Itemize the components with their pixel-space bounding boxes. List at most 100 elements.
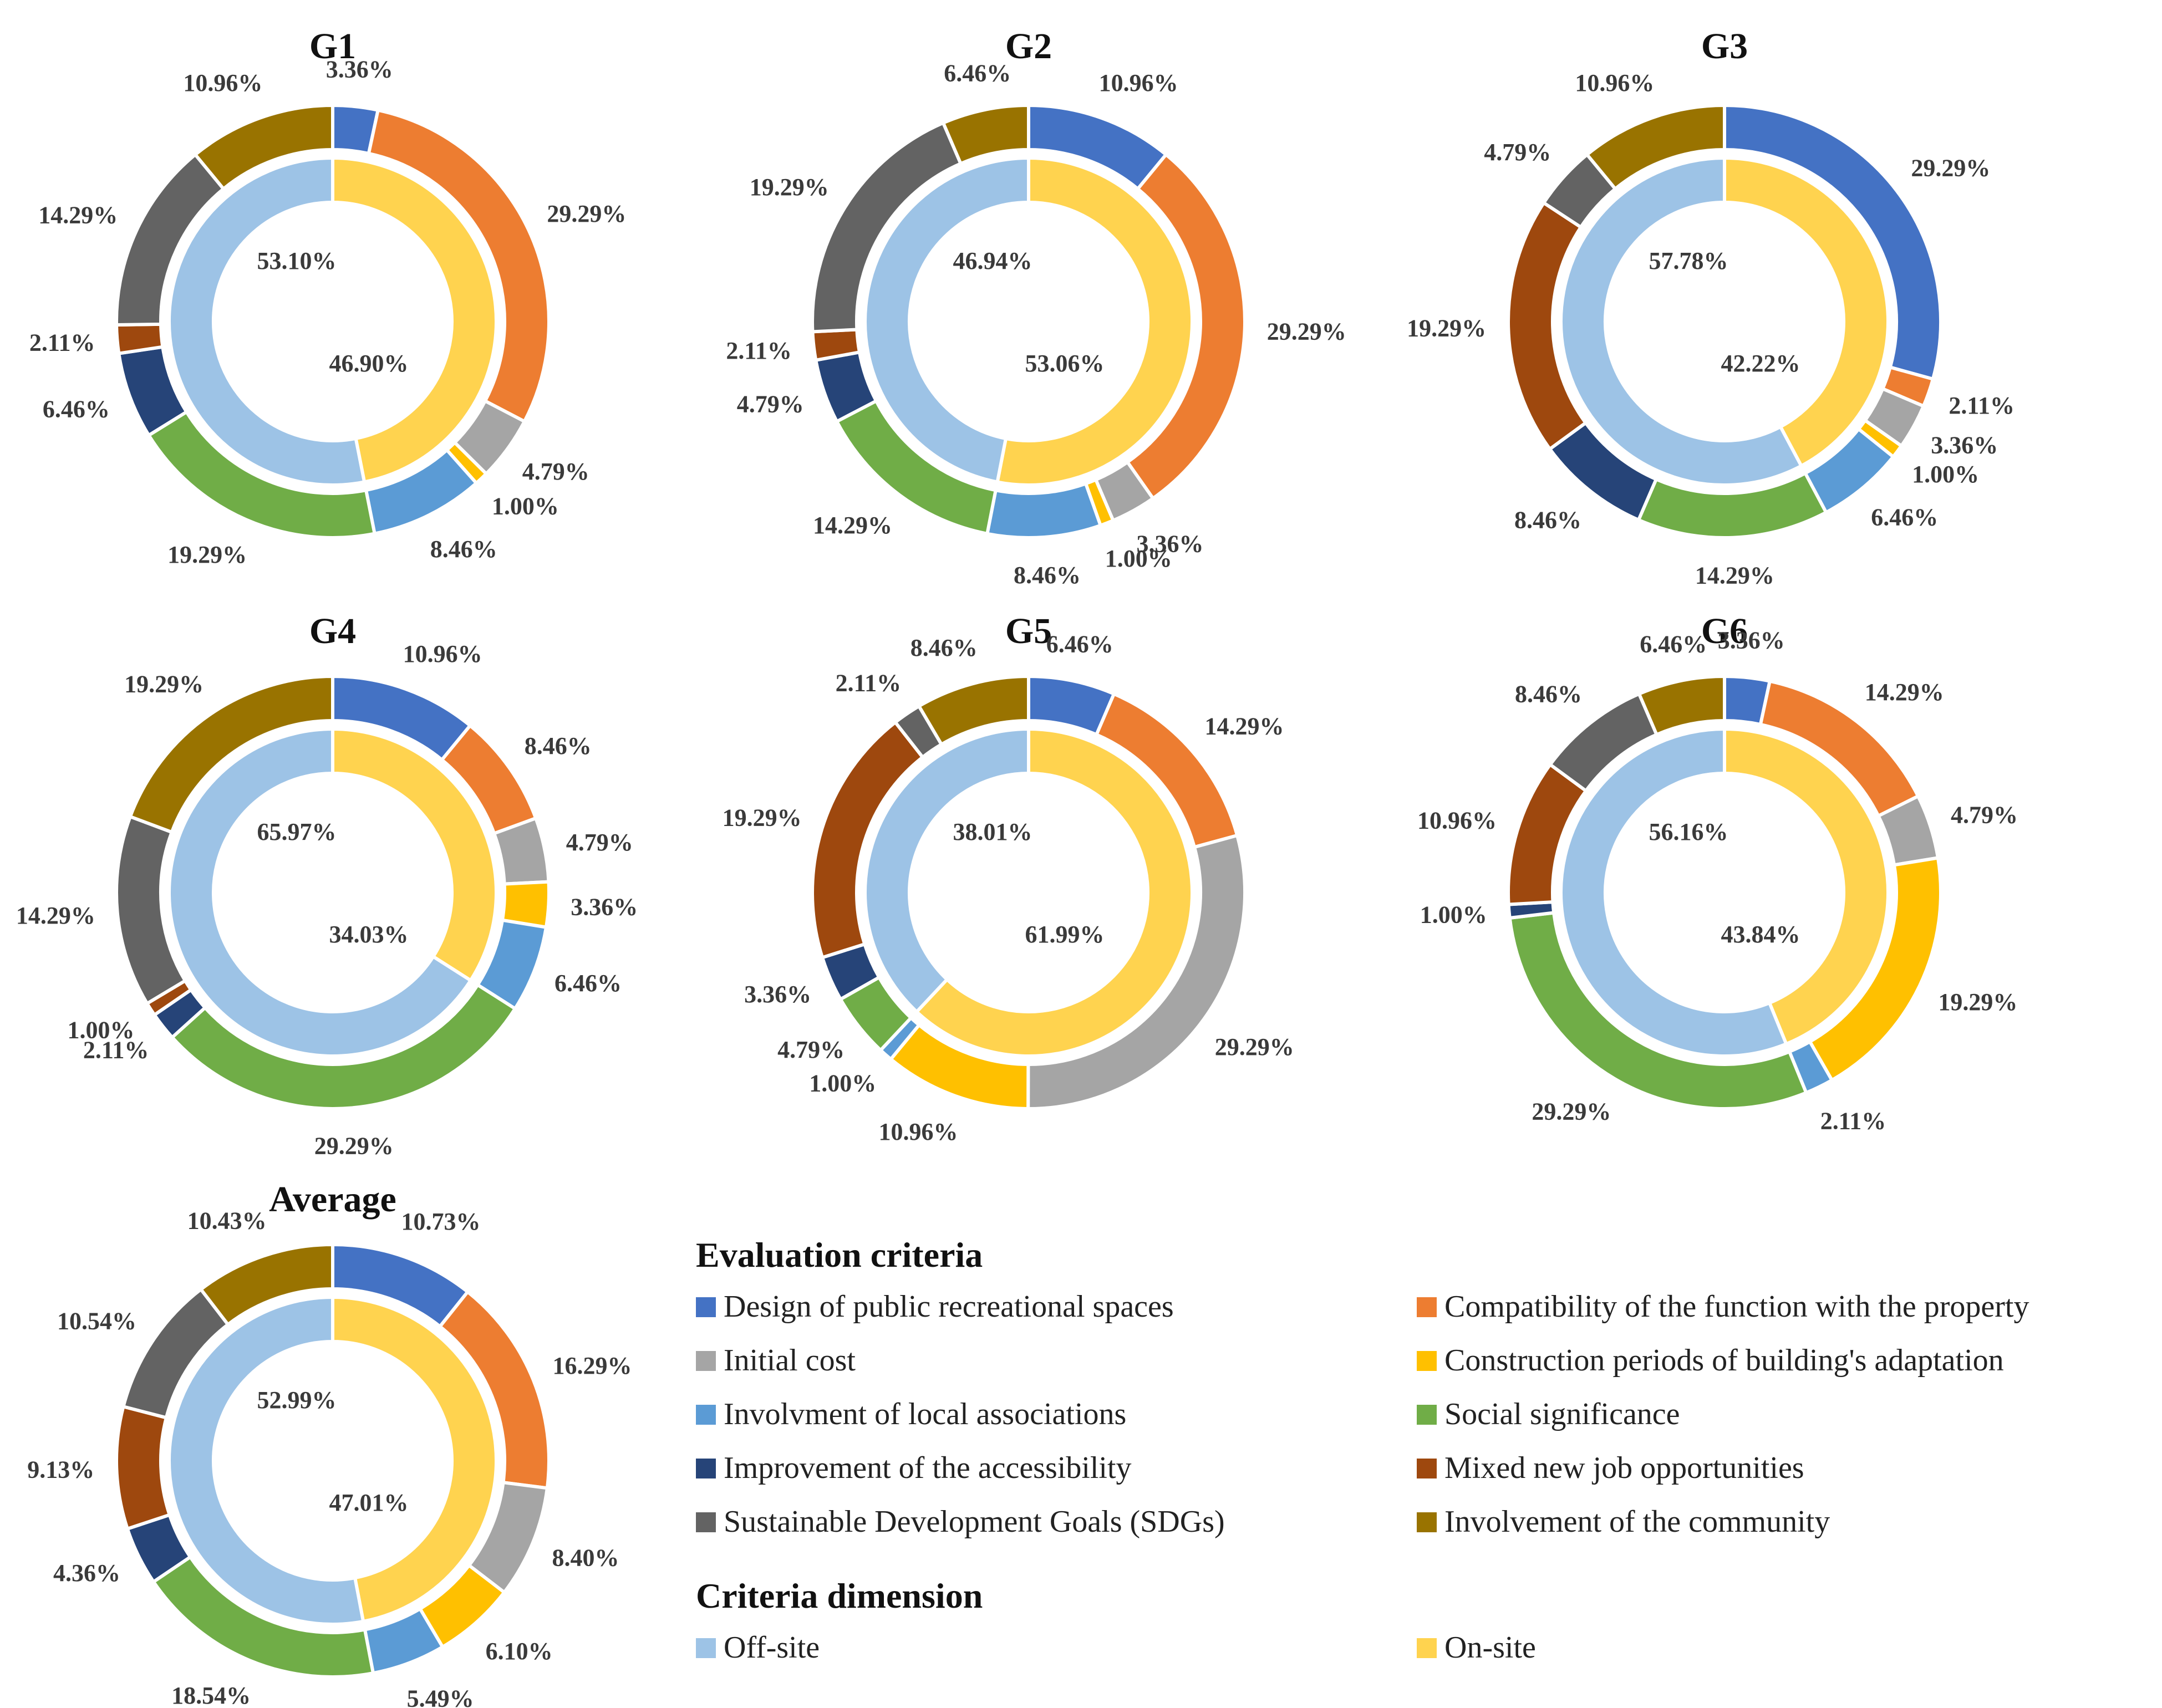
- outer-data-label: 1.00%: [68, 1016, 135, 1043]
- outer-data-label: 19.29%: [750, 174, 829, 201]
- inner-data-label: 43.84%: [1721, 921, 1800, 948]
- legend-swatch: [1417, 1638, 1437, 1658]
- chart-title: G5: [1005, 611, 1052, 651]
- inner-data-label: 53.10%: [257, 247, 337, 274]
- outer-data-label: 4.79%: [566, 829, 633, 856]
- outer-data-label: 2.11%: [836, 669, 902, 696]
- inner-data-label: 42.22%: [1721, 350, 1800, 377]
- legend-item-label: Involvment of local associations: [724, 1397, 1126, 1431]
- inner-data-label: 57.78%: [1649, 247, 1728, 274]
- outer-data-label: 10.96%: [1575, 69, 1654, 96]
- donut: 3.36% 14.29% 4.79% 19.29% 2.11% 29.29% 1.00% 10…: [1417, 627, 2018, 1135]
- inner-slice: [167, 727, 473, 1058]
- outer-data-label: 4.79%: [1951, 802, 2018, 829]
- inner-data-label: 56.16%: [1649, 818, 1728, 845]
- outer-data-label: 29.29%: [547, 200, 626, 227]
- outer-data-label: 10.96%: [1099, 69, 1178, 96]
- outer-slice: [1637, 674, 1726, 737]
- donut: 10.96% 8.46% 4.79% 3.36% 6.46% 29.29% 2.11%1.0…: [16, 640, 638, 1159]
- outer-data-label: 8.46%: [525, 732, 592, 759]
- outer-data-label: 3.36%: [1931, 432, 1998, 459]
- legend-criteria-title: Evaluation criteria: [696, 1235, 983, 1274]
- inner-slice: [863, 156, 1030, 485]
- legend-criteria-list: Design of public recreational spaces Comp…: [696, 1289, 2029, 1539]
- outer-data-label: 29.29%: [1532, 1098, 1611, 1125]
- outer-data-label: 4.79%: [737, 390, 804, 417]
- chart-g4: G4 10.96% 8.46% 4.79% 3.36% 6.46% 29.29% 2.11%…: [16, 611, 638, 1159]
- outer-slice: [985, 481, 1103, 539]
- outer-data-label: 3.36%: [571, 894, 638, 921]
- legend-swatch: [1417, 1351, 1437, 1371]
- outer-data-label: 29.29%: [1267, 318, 1346, 345]
- outer-data-label: 6.46%: [43, 396, 110, 423]
- outer-data-label: 29.29%: [1911, 155, 1990, 182]
- legend-swatch: [696, 1297, 716, 1317]
- inner-slice: [863, 727, 1030, 1014]
- chart-title: G2: [1005, 26, 1052, 67]
- outer-data-label: 10.54%: [57, 1307, 136, 1334]
- outer-slice: [115, 322, 165, 355]
- inner-data-label: 46.90%: [329, 350, 409, 377]
- outer-slice: [1026, 833, 1247, 1111]
- outer-data-label: 3.36%: [326, 56, 393, 83]
- legend-item-label: Mixed new job opportunities: [1444, 1451, 1804, 1485]
- inner-data-label: 65.97%: [257, 818, 337, 845]
- outer-data-label: 14.29%: [813, 512, 892, 539]
- legend-swatch: [696, 1351, 716, 1371]
- legend-item-label: Compatibility of the function with the p…: [1444, 1289, 2029, 1324]
- outer-data-label: 19.29%: [723, 804, 802, 831]
- outer-data-label: 8.46%: [430, 536, 497, 563]
- outer-slice: [367, 108, 551, 424]
- outer-slice: [115, 1404, 172, 1531]
- chart-g6: G6 3.36% 14.29% 4.79% 19.29% 2.11% 29.29% 1.00…: [1417, 611, 2018, 1135]
- outer-data-label: 1.00%: [1105, 545, 1172, 572]
- inner-slice: [914, 727, 1194, 1058]
- chart-title: G1: [309, 26, 356, 67]
- donut: 10.96% 29.29% 3.36%1.00% 8.46% 14.29% 4.79% 2.…: [726, 59, 1346, 588]
- outer-data-label: 3.36%: [744, 981, 811, 1008]
- outer-data-label: 14.29%: [1205, 712, 1284, 740]
- outer-data-label: 9.13%: [27, 1456, 94, 1483]
- chart-title: G4: [309, 611, 356, 651]
- outer-data-label: 14.29%: [38, 202, 118, 229]
- outer-data-label: 10.96%: [1417, 807, 1497, 834]
- outer-data-label: 6.46%: [555, 970, 622, 997]
- outer-data-label: 1.00%: [809, 1070, 876, 1097]
- legend-swatch: [1417, 1405, 1437, 1425]
- inner-data-label: 47.01%: [329, 1489, 409, 1516]
- legend-dimension-list: Off-site On-site: [696, 1630, 1536, 1665]
- outer-slice: [1723, 103, 1942, 381]
- outer-data-label: 10.43%: [187, 1207, 267, 1234]
- outer-data-label: 4.36%: [53, 1559, 120, 1587]
- outer-slice: [170, 982, 518, 1110]
- outer-data-label: 8.46%: [1014, 562, 1081, 589]
- inner-slice: [1723, 156, 1890, 468]
- outer-data-label: 6.46%: [944, 59, 1011, 86]
- donut: 29.29% 2.11% 3.36%1.00% 6.46% 14.29% 8.46% 19.…: [1407, 69, 2015, 589]
- outer-data-label: 14.29%: [1865, 679, 1944, 706]
- outer-data-label: 19.29%: [1407, 314, 1486, 341]
- legend-item-label: Construction periods of building's adapt…: [1444, 1343, 2004, 1378]
- outer-data-label: 1.00%: [492, 493, 559, 520]
- legend-item-label: Involvement of the community: [1444, 1505, 1830, 1539]
- chart-average: Average 10.73% 16.29% 8.40% 6.10% 5.49% 18.54…: [27, 1179, 632, 1708]
- outer-data-label: 8.40%: [552, 1544, 619, 1571]
- donut: 10.73% 16.29% 8.40% 6.10% 5.49% 18.54% 4.36% 9.…: [27, 1207, 632, 1708]
- outer-data-label: 29.29%: [1215, 1033, 1294, 1061]
- outer-data-label: 4.79%: [1484, 139, 1551, 166]
- outer-slice: [199, 1242, 334, 1327]
- legend-swatch: [696, 1512, 716, 1532]
- outer-data-label: 2.11%: [29, 329, 95, 356]
- outer-data-label: 19.29%: [124, 671, 204, 698]
- chart-title: G6: [1701, 611, 1748, 651]
- outer-data-label: 2.11%: [1820, 1108, 1886, 1135]
- inner-slice: [331, 156, 498, 484]
- inner-slice: [167, 156, 367, 487]
- inner-data-label: 34.03%: [329, 921, 409, 948]
- legend-swatch: [696, 1638, 716, 1658]
- inner-data-label: 61.99%: [1025, 921, 1105, 948]
- outer-data-label: 5.49%: [407, 1685, 474, 1708]
- outer-slice: [1508, 911, 1809, 1110]
- inner-slice: [331, 727, 498, 983]
